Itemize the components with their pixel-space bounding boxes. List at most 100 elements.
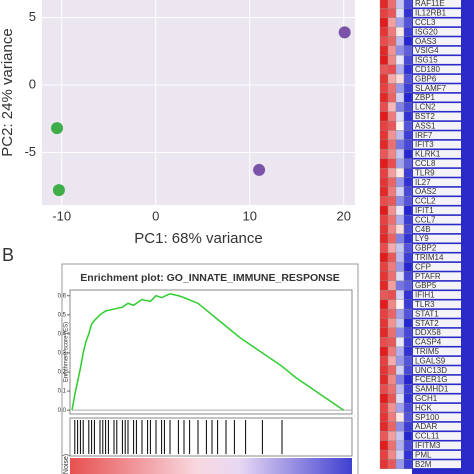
gene-label: OAS3: [415, 37, 437, 46]
heatmap-cell: [395, 365, 405, 376]
gene-label: CCL8: [415, 159, 436, 168]
heatmap-cell: [403, 412, 413, 423]
label-box: [413, 225, 461, 234]
heatmap-cell: [379, 149, 389, 159]
label-box: [413, 9, 461, 17]
heatmap-cell: [387, 355, 397, 366]
heatmap-cell: [395, 205, 405, 216]
heatmap-cell: [395, 102, 405, 112]
label-box: [413, 262, 461, 271]
heatmap-cell: [395, 158, 405, 169]
label-box: [413, 234, 461, 243]
heatmap-cell: [387, 384, 397, 394]
heatmap-cell: [387, 365, 397, 376]
heatmap-cell: [403, 449, 413, 460]
y-axis-label: Enrichment score (ES): [64, 322, 70, 382]
gene-label: DDX58: [415, 328, 441, 337]
label-box: [413, 37, 461, 46]
label-box: [413, 460, 461, 469]
label-box: [413, 197, 461, 205]
heatmap-cell: [403, 177, 413, 188]
heatmap-cell: [379, 64, 389, 75]
heatmap-cell: [395, 130, 405, 141]
heatmap-cell: [395, 45, 405, 56]
heatmap-cell: [395, 64, 405, 75]
heatmap-cell: [403, 280, 413, 291]
gene-label: ZBP1: [415, 93, 436, 102]
heatmap-cell: [379, 440, 389, 451]
point: [52, 184, 65, 197]
heatmap-cell: [395, 374, 405, 385]
chart-title: Enrichment plot: GO_INNATE_IMMUNE_RESPON…: [80, 272, 339, 284]
es-line: [71, 293, 345, 411]
heatmap-cell: [403, 290, 413, 300]
heatmap-cell: [387, 158, 397, 169]
panel-label: B: [2, 245, 14, 265]
label-box: [413, 103, 461, 111]
heatmap-cell: [403, 83, 413, 94]
label-box: [413, 309, 461, 318]
label-box: [413, 65, 461, 74]
heatmap-cell: [395, 0, 405, 9]
heatmap-cell: [379, 374, 389, 385]
heatmap-cell: [387, 196, 397, 206]
heatmap-cell: [403, 92, 413, 103]
heatmap-cell: [387, 111, 397, 122]
heatmap-cell: [387, 186, 397, 197]
gene-label: SAMHD1: [415, 385, 449, 394]
label-box: [413, 375, 461, 384]
heatmap-cell: [403, 402, 413, 413]
heatmap-cell: [395, 421, 405, 432]
heatmap-cell: [403, 440, 413, 451]
gene-label: LY9: [415, 234, 429, 243]
label-box: [413, 0, 461, 8]
heatmap-cell: [403, 233, 413, 244]
heatmap-cell: [387, 431, 397, 441]
heatmap-cell: [395, 139, 405, 150]
gene-label: CASP4: [415, 338, 442, 347]
heatmap-cell: [395, 412, 405, 423]
heatmap-cell: [403, 299, 413, 310]
heatmap-cell: [395, 55, 405, 65]
heatmap-cell: [379, 205, 389, 216]
heatmap-cell: [379, 120, 389, 131]
gene-label: VSIG4: [415, 46, 439, 55]
label-box: [413, 281, 461, 290]
heatmap-cell: [395, 92, 405, 103]
gene-label: SP100: [415, 413, 440, 422]
heatmap-cell: [395, 402, 405, 413]
heatmap-cell: [395, 318, 405, 329]
label-box: [413, 178, 461, 187]
heatmap-cell: [403, 243, 413, 253]
heatmap-cell: [395, 280, 405, 291]
heatmap-cell: [379, 299, 389, 310]
heatmap-cell: [379, 0, 389, 9]
heatmap-cell: [387, 299, 397, 310]
heatmap-cell: [387, 327, 397, 338]
label-box: [413, 272, 461, 281]
heatmap-cell: [387, 120, 397, 131]
y-tick-label: 0.4: [58, 331, 67, 337]
heatmap-cell: [379, 233, 389, 244]
heatmap-cell: [387, 374, 397, 385]
label-box: [413, 422, 461, 431]
label-box: [413, 84, 461, 93]
gene-label: CCL11: [415, 432, 440, 441]
gene-label: IL12RB1: [415, 9, 447, 18]
heatmap-cell: [379, 355, 389, 366]
heatmap-cell: [387, 402, 397, 413]
x-tick-label: -10: [52, 208, 71, 223]
heatmap-cell: [395, 459, 405, 470]
label-box: [413, 74, 461, 83]
heatmap-cell: [403, 102, 413, 112]
heatmap-cell: [379, 83, 389, 94]
heatmap-cell: [403, 196, 413, 206]
heatmap-cell: [387, 167, 397, 178]
heatmap-cell: [395, 337, 405, 347]
label-box: [413, 403, 461, 412]
heatmap-cell: [379, 196, 389, 206]
heatmap-cell: [387, 149, 397, 159]
heatmap-cell: [403, 0, 413, 9]
heatmap-cell: [379, 384, 389, 394]
heatmap-cell: [403, 224, 413, 235]
